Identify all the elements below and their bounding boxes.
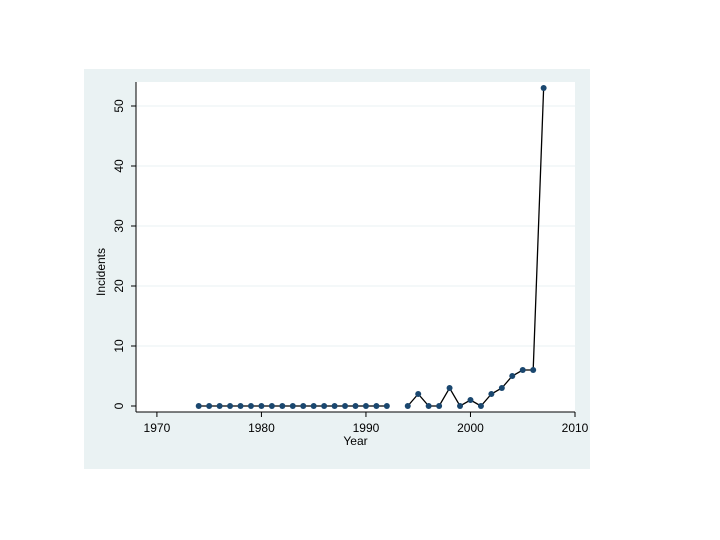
data-point <box>258 403 265 409</box>
incidents-line-chart: 0 10 20 30 40 50 1970 1980 1990 2000 2010 Year Inc… <box>84 69 590 469</box>
y-axis-label: Incidents <box>94 248 108 296</box>
data-point <box>279 403 286 409</box>
data-point <box>352 403 359 409</box>
data-point <box>342 403 349 409</box>
data-point <box>488 391 495 397</box>
x-tick-label: 1980 <box>248 421 275 435</box>
x-tick-label: 2000 <box>457 421 484 435</box>
y-tick-label: 0 <box>112 402 126 409</box>
y-tick-label: 20 <box>112 279 126 293</box>
chart-figure: 0 10 20 30 40 50 1970 1980 1990 2000 2010 Year Inc… <box>84 69 590 469</box>
data-point <box>383 403 390 409</box>
data-point <box>195 403 202 409</box>
data-point <box>310 403 317 409</box>
axes: 0 10 20 30 40 50 1970 1980 1990 2000 2010 <box>112 82 589 435</box>
data-point <box>415 391 422 397</box>
data-point <box>446 385 453 391</box>
plot-area <box>136 82 575 412</box>
data-point <box>404 403 411 409</box>
data-point <box>247 403 254 409</box>
data-point <box>216 403 223 409</box>
data-point <box>530 367 537 373</box>
x-tick-label: 2010 <box>562 421 589 435</box>
data-series <box>195 85 547 409</box>
x-tick-label: 1990 <box>353 421 380 435</box>
y-tick-label: 50 <box>112 99 126 113</box>
data-point <box>425 403 432 409</box>
data-point <box>237 403 244 409</box>
data-point <box>509 373 516 379</box>
y-tick-label: 10 <box>112 339 126 353</box>
data-point <box>477 403 484 409</box>
data-point <box>331 403 338 409</box>
y-tick-label: 40 <box>112 159 126 173</box>
data-point <box>227 403 234 409</box>
data-point <box>289 403 296 409</box>
data-point <box>498 385 505 391</box>
data-point <box>373 403 380 409</box>
data-point <box>457 403 464 409</box>
y-tick-label: 30 <box>112 219 126 233</box>
data-point <box>268 403 275 409</box>
data-point <box>300 403 307 409</box>
x-tick-label: 1970 <box>144 421 171 435</box>
data-point <box>362 403 369 409</box>
data-point <box>321 403 328 409</box>
data-point <box>206 403 213 409</box>
data-point <box>436 403 443 409</box>
grid-lines <box>136 105 575 347</box>
data-point <box>467 397 474 403</box>
data-point <box>519 367 526 373</box>
x-axis-label: Year <box>343 434 367 448</box>
data-point <box>540 85 547 91</box>
